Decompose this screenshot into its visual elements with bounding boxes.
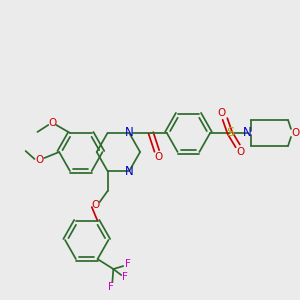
Text: N: N [125, 165, 134, 178]
Text: O: O [218, 108, 226, 118]
Text: O: O [35, 155, 44, 165]
Text: O: O [48, 118, 56, 128]
Text: S: S [226, 126, 234, 140]
Text: N: N [243, 126, 252, 140]
Text: F: F [125, 259, 131, 269]
Text: O: O [237, 147, 245, 157]
Text: F: F [108, 282, 114, 292]
Text: O: O [155, 152, 163, 162]
Text: O: O [92, 200, 100, 210]
Text: O: O [292, 128, 300, 138]
Text: N: N [125, 126, 134, 140]
Text: F: F [122, 272, 128, 282]
